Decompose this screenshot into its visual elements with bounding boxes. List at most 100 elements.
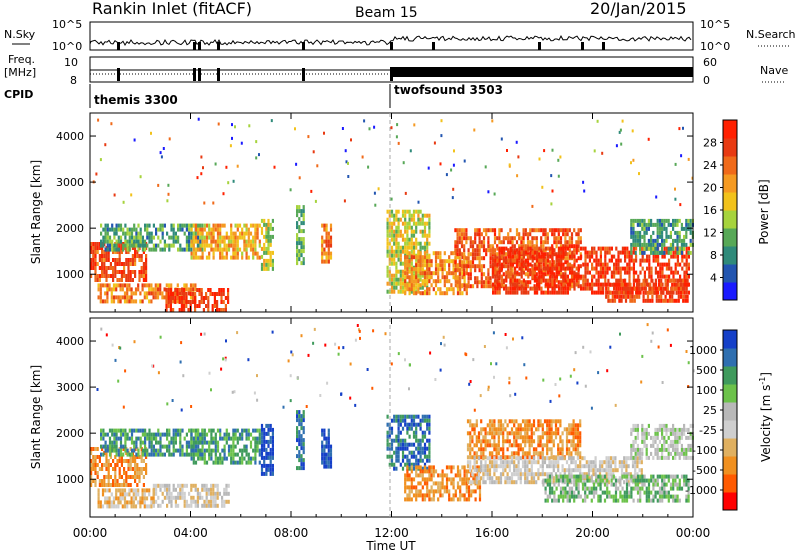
scatter-cell <box>100 231 103 236</box>
scatter-cell <box>133 440 136 445</box>
scatter-cell <box>296 414 299 419</box>
scatter-cell <box>213 304 216 308</box>
scatter-cell <box>142 262 145 266</box>
scatter-cell <box>437 489 440 494</box>
scatter-cell <box>662 298 665 303</box>
scatter-cell <box>498 236 501 241</box>
scatter-cell <box>207 288 210 292</box>
scatter-cell <box>646 294 650 299</box>
scatter-cell <box>661 270 664 275</box>
scatter-cell <box>174 239 177 244</box>
scatter-cell <box>680 250 683 255</box>
scatter-cell <box>397 450 400 455</box>
scatter-cell <box>478 465 482 470</box>
nave-tick-bottom: 0 <box>703 74 710 87</box>
scatter-cell <box>111 223 114 228</box>
scatter-cell <box>657 262 660 267</box>
scatter-cell <box>526 431 529 436</box>
scatter-cell <box>241 456 244 461</box>
scatter-cell <box>111 432 114 437</box>
scatter-speckle <box>316 164 319 168</box>
scatter-cell <box>566 274 569 279</box>
scatter-cell <box>157 432 160 437</box>
scatter-cell <box>445 489 449 494</box>
scatter-cell <box>467 252 470 257</box>
scatter-cell <box>426 241 429 246</box>
scatter-cell <box>551 274 554 279</box>
scatter-cell <box>386 265 389 270</box>
scatter-cell <box>135 243 138 248</box>
scatter-cell <box>478 240 481 245</box>
scatter-cell <box>579 264 582 269</box>
scatter-cell <box>168 247 171 252</box>
scatter-cell <box>241 227 244 232</box>
scatter-cell <box>111 448 114 453</box>
scatter-cell <box>137 448 140 453</box>
scatter-cell <box>133 239 136 244</box>
scatter-cell <box>538 278 541 283</box>
scatter-cell <box>639 230 642 235</box>
scatter-cell <box>225 235 228 240</box>
scatter-speckle <box>373 125 376 129</box>
scatter-cell <box>107 266 110 270</box>
scatter-cell <box>207 300 210 304</box>
scatter-cell <box>480 455 483 460</box>
scatter-cell <box>654 270 657 275</box>
scatter-cell <box>423 221 427 226</box>
colorbar-tick-label: 28 <box>703 137 717 150</box>
station-title: Rankin Inlet (fitACF) <box>92 0 252 18</box>
scatter-cell <box>298 442 301 447</box>
scatter-cell <box>469 264 472 269</box>
scatter-cell <box>208 440 211 445</box>
scatter-cell <box>540 270 543 275</box>
scatter-cell <box>263 218 266 223</box>
scatter-cell <box>265 439 268 444</box>
scatter-cell <box>157 503 160 508</box>
scatter-cell <box>597 282 600 287</box>
scatter-cell <box>555 252 558 257</box>
scatter-cell <box>323 227 326 232</box>
scatter-cell <box>300 418 303 423</box>
scatter-cell <box>661 274 664 279</box>
scatter-cell <box>487 236 490 241</box>
scatter-cell <box>399 217 402 222</box>
scatter-cell <box>194 283 197 288</box>
scatter-cell <box>397 418 400 423</box>
scatter-cell <box>300 446 303 451</box>
scatter-cell <box>524 423 527 428</box>
nsearch-label: N.Search <box>746 28 796 41</box>
scatter-cell <box>104 227 107 232</box>
scatter-cell <box>593 274 596 279</box>
scatter-cell <box>573 228 576 233</box>
scatter-cell <box>185 292 188 296</box>
scatter-cell <box>430 283 433 288</box>
scatter-cell <box>327 436 330 441</box>
scatter-cell <box>388 446 391 451</box>
scatter-cell <box>131 270 134 274</box>
scatter-cell <box>99 299 102 304</box>
scatter-cell <box>463 497 466 502</box>
scatter-cell <box>119 227 123 232</box>
scatter-cell <box>441 469 444 474</box>
scatter-cell <box>681 254 684 259</box>
scatter-cell <box>426 481 429 486</box>
scatter-cell <box>419 263 422 268</box>
scatter-cell <box>415 465 418 470</box>
scatter-cell <box>298 241 301 246</box>
scatter-cell <box>214 444 217 449</box>
scatter-cell <box>143 488 146 493</box>
scatter-cell <box>428 426 431 431</box>
scatter-cell <box>150 448 153 453</box>
scatter-cell <box>617 254 620 259</box>
scatter-cell <box>105 274 108 278</box>
scatter-cell <box>426 477 429 482</box>
scatter-cell <box>673 278 676 283</box>
freq-unit-label: [MHz] <box>4 66 36 79</box>
scatter-cell <box>96 274 99 278</box>
scatter-cell <box>569 278 572 283</box>
scatter-cell <box>676 234 679 239</box>
scatter-cell <box>419 450 422 455</box>
scatter-cell <box>531 250 534 255</box>
scatter-cell <box>94 278 97 282</box>
scatter-cell <box>105 278 108 282</box>
